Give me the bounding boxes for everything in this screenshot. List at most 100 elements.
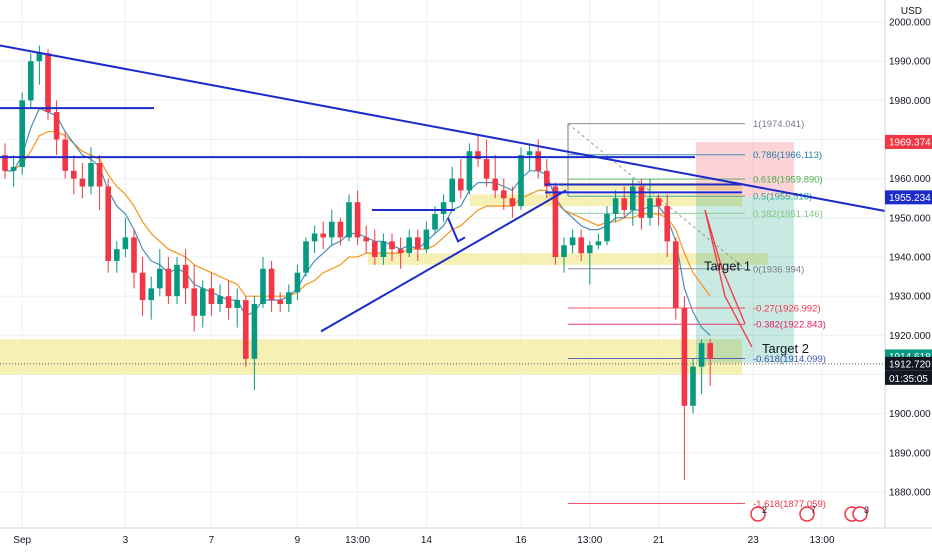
fib-label: -1.618(1877.059) — [753, 499, 826, 510]
candle-body — [114, 249, 120, 261]
price-tick: 1920.000 — [889, 331, 931, 342]
candle — [372, 229, 378, 265]
candle-body — [621, 198, 627, 210]
candle — [79, 163, 86, 199]
candle-body — [638, 186, 645, 218]
event-badge[interactable]: 2 — [750, 505, 767, 522]
price-tick: 1960.000 — [889, 174, 931, 185]
candle — [475, 135, 481, 167]
candle — [62, 131, 68, 179]
candle — [71, 155, 77, 195]
candle — [329, 210, 335, 246]
fib-trend — [567, 123, 746, 270]
candle — [277, 292, 283, 312]
fib-label: 0.786(1966.113) — [753, 150, 822, 161]
candle — [337, 217, 344, 246]
event-count: 3 — [864, 505, 869, 515]
candle-body — [71, 170, 77, 179]
fib-label: 0.618(1959.890) — [753, 175, 823, 186]
candle-body — [53, 112, 60, 140]
candle-body — [303, 241, 309, 273]
candle — [96, 155, 103, 210]
candle — [10, 155, 17, 187]
price-tag-text: 1912.720 — [889, 359, 931, 370]
projection-arrow — [704, 209, 753, 348]
candle-body — [329, 221, 335, 238]
candle-body — [2, 155, 8, 171]
candle — [131, 229, 137, 289]
fib-label: 1(1974.041) — [753, 119, 804, 130]
candle-body — [337, 221, 344, 238]
candle — [268, 260, 275, 312]
candle-body — [698, 343, 705, 367]
candle-body — [234, 300, 240, 308]
event-count: 7 — [811, 505, 816, 515]
candle — [200, 280, 206, 328]
event-badge[interactable]: 3 — [852, 505, 869, 522]
candle-body — [208, 288, 215, 304]
candle-body — [544, 170, 550, 187]
candle — [440, 194, 447, 222]
time-tick: 3 — [123, 535, 129, 546]
candle — [217, 284, 223, 312]
candle — [664, 194, 670, 257]
candle — [466, 143, 473, 195]
candle — [690, 358, 696, 414]
candle-body — [561, 245, 567, 257]
price-tick: 1950.000 — [889, 213, 931, 224]
candle-body — [501, 190, 507, 199]
candle — [578, 229, 584, 261]
candle — [389, 233, 395, 261]
candle — [492, 155, 498, 199]
candle — [406, 229, 412, 257]
event-badge[interactable]: 7 — [799, 505, 816, 522]
candle-body — [28, 61, 34, 101]
candle — [114, 241, 120, 273]
candle — [286, 284, 292, 312]
event-badges: 2753 — [750, 505, 869, 522]
candle — [612, 190, 619, 222]
candle-body — [604, 213, 610, 242]
candle — [139, 257, 146, 316]
price-tick: 1940.000 — [889, 253, 931, 264]
time-tick: 13:00 — [345, 535, 370, 546]
candle-body — [397, 249, 404, 254]
candle-body — [423, 229, 430, 250]
candle-body — [251, 304, 258, 359]
candle-body — [243, 300, 249, 359]
support-zone — [0, 339, 742, 375]
price-tick: 1990.000 — [889, 57, 931, 68]
candle-body — [595, 241, 602, 246]
candle — [604, 206, 610, 246]
candle — [148, 276, 154, 320]
position-tool — [696, 141, 794, 363]
candle-body — [45, 53, 51, 113]
candle-body — [372, 241, 378, 257]
fib-label: 0.5(1955.518) — [753, 192, 812, 203]
candle-body — [587, 245, 593, 254]
price-tick: 2000.000 — [889, 18, 931, 29]
candle-body — [552, 186, 559, 257]
candle — [303, 237, 309, 277]
price-tick: 1930.000 — [889, 292, 931, 303]
candle — [707, 339, 713, 387]
target-1-label: Target 1 — [704, 259, 751, 274]
candle — [208, 272, 215, 316]
flag-icon — [799, 506, 815, 522]
candle-body — [432, 213, 438, 230]
candle-body — [475, 151, 481, 160]
candle-body — [225, 296, 232, 308]
candle-body — [286, 292, 292, 304]
candle — [28, 53, 34, 109]
candle — [45, 49, 51, 120]
zones — [0, 182, 768, 375]
time-axis: Sep 3 7 9 13:00 14 16 13:00 21 23 13:00 — [0, 527, 932, 550]
candle — [380, 233, 387, 265]
price-axis: USD1880.0001890.0001900.0001910.0001920.… — [884, 0, 932, 550]
candle-body — [217, 296, 223, 304]
candle — [561, 237, 567, 273]
projection-arrow — [704, 209, 746, 324]
candle-body — [346, 202, 352, 238]
